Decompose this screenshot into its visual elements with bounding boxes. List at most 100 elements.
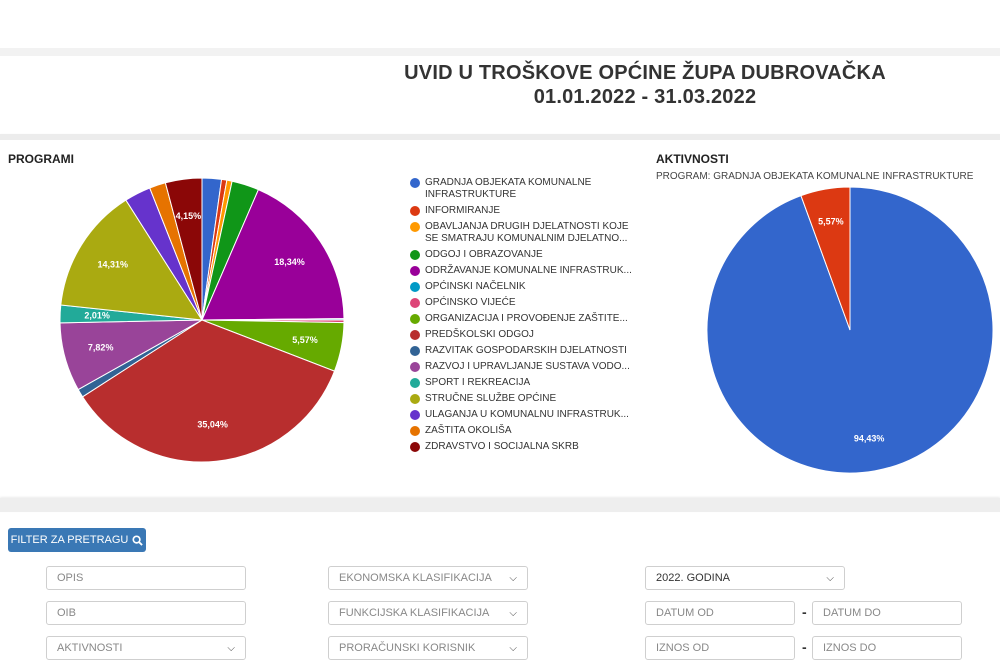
legend-item[interactable]: ORGANIZACIJA I PROVOĐENJE ZAŠTITE... (410, 313, 650, 325)
legend-swatch (410, 410, 420, 420)
funkcijska-select-value: FUNKCIJSKA KLASIFIKACIJA (339, 607, 490, 619)
legend-swatch (410, 330, 420, 340)
chevron-down-icon: ⌵ (227, 642, 235, 654)
datum-od-placeholder: DATUM OD (656, 607, 714, 619)
top-navbar (0, 0, 1000, 49)
pie-slice-label: 35,04% (197, 419, 228, 429)
legend-label: OPĆINSKO VIJEĆE (425, 297, 516, 308)
pie-slice[interactable] (164, 177, 203, 321)
date-range-dash: - (802, 604, 807, 620)
pie-slice-label: 94,43% (854, 433, 885, 443)
legend-swatch (410, 442, 420, 452)
chevron-down-icon: ⌵ (509, 572, 517, 584)
legend-item[interactable]: ZDRAVSTVO I SOCIJALNA SKRB (410, 441, 650, 453)
proracunski-select-value: PRORAČUNSKI KORISNIK (339, 642, 476, 654)
godina-select[interactable]: 2022. GODINA ⌵ (645, 566, 845, 590)
legend-label: ORGANIZACIJA I PROVOĐENJE ZAŠTITE... (425, 313, 628, 324)
legend-label: ULAGANJA U KOMUNALNU INFRASTRUK... (425, 409, 629, 420)
legend-swatch (410, 378, 420, 388)
legend-item[interactable]: PREDŠKOLSKI ODGOJ (410, 329, 650, 341)
legend-label: STRUČNE SLUŽBE OPĆINE (425, 393, 557, 404)
chevron-down-icon: ⌵ (826, 572, 834, 584)
legend-swatch (410, 314, 420, 324)
aktivnosti-title: AKTIVNOSTI (656, 152, 729, 166)
legend-label: RAZVITAK GOSPODARSKIH DJELATNOSTI (425, 345, 627, 356)
opis-input[interactable]: OPIS (46, 566, 246, 590)
legend-label: ODGOJ I OBRAZOVANJE (425, 249, 543, 260)
aktivnosti-pie-chart: 94,43% 5,57% (706, 186, 994, 474)
pie-slice-label: 4,15% (176, 211, 202, 221)
pie-slice-label: 5,57% (818, 217, 844, 227)
pie-slice[interactable] (60, 199, 203, 321)
legend-swatch (410, 222, 420, 232)
funkcijska-klasifikacija-select[interactable]: FUNKCIJSKA KLASIFIKACIJA ⌵ (328, 601, 528, 625)
legend-swatch (410, 282, 420, 292)
legend-item[interactable]: ODGOJ I OBRAZOVANJE (410, 249, 650, 261)
legend-swatch (410, 426, 420, 436)
pie-slice[interactable] (201, 189, 345, 321)
legend-swatch (410, 394, 420, 404)
pie-slice[interactable] (81, 319, 336, 463)
legend-item[interactable]: OBAVLJANJA DRUGIH DJELATNOSTI KOJE SE SM… (410, 221, 650, 245)
proracunski-korisnik-select[interactable]: PRORAČUNSKI KORISNIK ⌵ (328, 636, 528, 660)
ekonomska-klasifikacija-select[interactable]: EKONOMSKA KLASIFIKACIJA ⌵ (328, 566, 528, 590)
legend-item[interactable]: ODRŽAVANJE KOMUNALNE INFRASTRUK... (410, 265, 650, 277)
filter-button-label: FILTER ZA PRETRAGU (10, 534, 129, 546)
pie-slice-label: 14,31% (98, 260, 129, 270)
amount-range-dash: - (802, 639, 807, 655)
legend-label: RAZVOJ I UPRAVLJANJE SUSTAVA VODO... (425, 361, 630, 372)
legend-item[interactable]: ULAGANJA U KOMUNALNU INFRASTRUK... (410, 409, 650, 421)
page-title: UVID U TROŠKOVE OPĆINE ŽUPA DUBROVAČKA (404, 62, 886, 84)
godina-select-value: 2022. GODINA (656, 572, 730, 584)
legend-label: OBAVLJANJA DRUGIH DJELATNOSTI KOJE SE SM… (425, 221, 629, 244)
date-range: 01.01.2022 - 31.03.2022 (533, 86, 757, 108)
pie-slice-label: 7,82% (88, 343, 114, 353)
legend-label: ODRŽAVANJE KOMUNALNE INFRASTRUK... (425, 265, 632, 276)
legend-label: ZDRAVSTVO I SOCIJALNA SKRB (425, 441, 579, 452)
legend-item[interactable]: GRADNJA OBJEKATA KOMUNALNE INFRASTRUKTUR… (410, 177, 650, 201)
pie-slice-label: 2,01% (84, 310, 110, 320)
charts-panel: PROGRAMI 18,34% 5,57% 35,04% 7,82% 2,01% 14,3… (0, 140, 1000, 498)
oib-input[interactable]: OIB (46, 601, 246, 625)
legend-swatch (410, 250, 420, 260)
divider (0, 48, 1000, 56)
programi-pie-chart: 18,34% 5,57% 35,04% 7,82% 2,01% 14,31% 4,15% (59, 177, 345, 463)
programi-legend: GRADNJA OBJEKATA KOMUNALNE INFRASTRUKTUR… (410, 177, 650, 457)
pie-slice-label: 18,34% (274, 257, 305, 267)
legend-swatch (410, 298, 420, 308)
page-header: UVID U TROŠKOVE OPĆINE ŽUPA DUBROVAČKA 0… (0, 56, 1000, 134)
datum-od-input[interactable]: DATUM OD (645, 601, 795, 625)
legend-label: SPORT I REKREACIJA (425, 377, 531, 388)
aktivnosti-subtitle: PROGRAM: GRADNJA OBJEKATA KOMUNALNE INFR… (656, 171, 974, 182)
datum-do-input[interactable]: DATUM DO (812, 601, 962, 625)
legend-item[interactable]: SPORT I REKREACIJA (410, 377, 650, 389)
legend-swatch (410, 178, 420, 188)
aktivnosti-select[interactable]: AKTIVNOSTI ⌵ (46, 636, 246, 660)
oib-placeholder: OIB (57, 607, 76, 619)
pie-slice-label: 5,57% (292, 335, 318, 345)
divider (0, 134, 1000, 140)
legend-swatch (410, 206, 420, 216)
ekonomska-select-value: EKONOMSKA KLASIFIKACIJA (339, 572, 492, 584)
iznos-do-placeholder: IZNOS DO (823, 642, 877, 654)
pie-slice[interactable] (800, 186, 851, 331)
legend-item[interactable]: OPĆINSKO VIJEĆE (410, 297, 650, 309)
legend-swatch (410, 362, 420, 372)
legend-item[interactable]: RAZVITAK GOSPODARSKIH DJELATNOSTI (410, 345, 650, 357)
legend-label: PREDŠKOLSKI ODGOJ (425, 329, 534, 340)
legend-item[interactable]: OPĆINSKI NAČELNIK (410, 281, 650, 293)
iznos-od-input[interactable]: IZNOS OD (645, 636, 795, 660)
iznos-do-input[interactable]: IZNOS DO (812, 636, 962, 660)
legend-label: GRADNJA OBJEKATA KOMUNALNE INFRASTRUKTUR… (425, 177, 592, 200)
divider (0, 498, 1000, 512)
legend-swatch (410, 346, 420, 356)
legend-item[interactable]: ZAŠTITA OKOLIŠA (410, 425, 650, 437)
legend-item[interactable]: STRUČNE SLUŽBE OPĆINE (410, 393, 650, 405)
programi-title: PROGRAMI (8, 152, 74, 166)
filter-button[interactable]: FILTER ZA PRETRAGU (8, 528, 146, 552)
datum-do-placeholder: DATUM DO (823, 607, 881, 619)
legend-item[interactable]: RAZVOJ I UPRAVLJANJE SUSTAVA VODO... (410, 361, 650, 373)
opis-placeholder: OPIS (57, 572, 84, 584)
legend-item[interactable]: INFORMIRANJE (410, 205, 650, 217)
legend-swatch (410, 266, 420, 276)
